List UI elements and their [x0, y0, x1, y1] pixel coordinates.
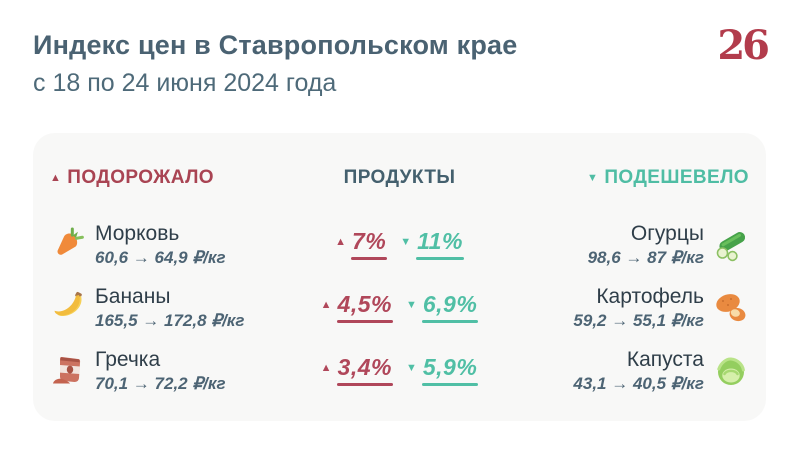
product-name: Гречка	[95, 347, 161, 371]
up-percent: ▲ 7%	[335, 227, 388, 261]
product-price: 98,6 → 87 ₽/кг	[587, 247, 704, 267]
product-price: 165,5 → 172,8 ₽/кг	[95, 310, 245, 330]
cucumber-icon	[713, 227, 749, 263]
up-percent: ▲ 3,4%	[321, 355, 393, 387]
cabbage-icon	[713, 353, 749, 389]
product-row-3: Гречка 70,1 → 72,2 ₽/кг ▲ 3,4% ▼ 5,9%	[50, 342, 749, 399]
up-triangle-icon: ▲	[50, 172, 62, 184]
up-product-bananas: Бананы 165,5 → 172,8 ₽/кг	[50, 285, 316, 331]
product-name: Капуста	[626, 347, 704, 371]
product-row-1: Морковь 60,6 → 64,9 ₽/кг ▲ 7% ▼ 11%	[50, 216, 749, 273]
down-triangle-icon: ▼	[400, 235, 412, 248]
column-header-products: ПРОДУКТЫ	[343, 167, 456, 188]
product-price: 43,1 → 40,5 ₽/кг	[573, 373, 704, 393]
product-price: 60,6 → 64,9 ₽/кг	[95, 247, 226, 267]
column-header-up-label: ПОДОРОЖАЛО	[67, 167, 214, 188]
percent-underline	[416, 256, 464, 261]
up-percent: ▲ 4,5%	[321, 292, 393, 324]
page-subtitle: с 18 по 24 июня 2024 года	[33, 68, 337, 97]
product-row-2: Бананы 165,5 → 172,8 ₽/кг ▲ 4,5% ▼ 6,9%	[50, 279, 749, 336]
column-header-down-label: ПОДЕШЕВЕЛО	[604, 167, 749, 188]
down-triangle-icon: ▼	[587, 172, 599, 184]
percent-underline	[421, 382, 479, 387]
down-product-cabbage: Капуста 43,1 → 40,5 ₽/кг	[483, 348, 749, 394]
potato-icon	[713, 290, 749, 326]
price-index-card: ▲ ПОДОРОЖАЛО ПРОДУКТЫ ▼ ПОДЕШЕВЕЛО	[33, 133, 766, 421]
down-product-cucumber: Огурцы 98,6 → 87 ₽/кг	[483, 222, 749, 268]
up-product-carrot: Морковь 60,6 → 64,9 ₽/кг	[50, 222, 316, 268]
down-percent: ▼ 6,9%	[405, 290, 479, 324]
percent-underline	[421, 319, 479, 324]
page-title: Индекс цен в Ставропольском крае	[33, 30, 518, 60]
region-26-logo: 26	[717, 22, 770, 69]
up-triangle-icon: ▲	[335, 235, 346, 248]
up-triangle-icon: ▲	[320, 361, 332, 374]
down-percent-value: 5,9%	[422, 353, 478, 380]
up-percent-value: 3,4%	[337, 353, 392, 380]
product-name: Огурцы	[630, 221, 704, 245]
down-percent-value: 11%	[417, 227, 463, 254]
product-rows: Морковь 60,6 → 64,9 ₽/кг ▲ 7% ▼ 11%	[50, 216, 749, 399]
carrot-icon	[50, 226, 86, 263]
buckwheat-bag-icon	[50, 353, 86, 389]
header: Индекс цен в Ставропольском крае с 18 по…	[33, 29, 518, 99]
up-percent-value: 7%	[351, 227, 387, 254]
down-percent-value: 6,9%	[422, 290, 478, 317]
up-triangle-icon: ▲	[320, 298, 332, 311]
down-percent: ▼ 5,9%	[405, 353, 479, 387]
down-percent: ▼ 11%	[400, 229, 464, 261]
up-percent-value: 4,5%	[337, 290, 392, 317]
percent-cell-2: ▲ 4,5% ▼ 6,9%	[316, 292, 482, 324]
column-header-up: ▲ ПОДОРОЖАЛО	[50, 167, 283, 189]
percent-underline	[336, 319, 393, 324]
down-product-potato: Картофель 59,2 → 55,1 ₽/кг	[483, 285, 749, 331]
product-name: Картофель	[596, 284, 704, 308]
percent-cell-3: ▲ 3,4% ▼ 5,9%	[316, 355, 482, 387]
down-triangle-icon: ▼	[405, 298, 417, 311]
down-triangle-icon: ▼	[405, 361, 417, 374]
product-name: Морковь	[95, 221, 180, 245]
product-price: 70,1 → 72,2 ₽/кг	[95, 373, 226, 393]
percent-cell-1: ▲ 7% ▼ 11%	[316, 229, 482, 261]
percent-underline	[350, 256, 388, 261]
product-price: 59,2 → 55,1 ₽/кг	[573, 310, 704, 330]
column-headers: ▲ ПОДОРОЖАЛО ПРОДУКТЫ ▼ ПОДЕШЕВЕЛО	[50, 167, 749, 189]
bananas-icon	[50, 290, 86, 326]
product-name: Бананы	[95, 284, 171, 308]
percent-underline	[336, 382, 393, 387]
column-header-down: ▼ ПОДЕШЕВЕЛО	[516, 167, 749, 189]
up-product-buckwheat: Гречка 70,1 → 72,2 ₽/кг	[50, 348, 316, 394]
